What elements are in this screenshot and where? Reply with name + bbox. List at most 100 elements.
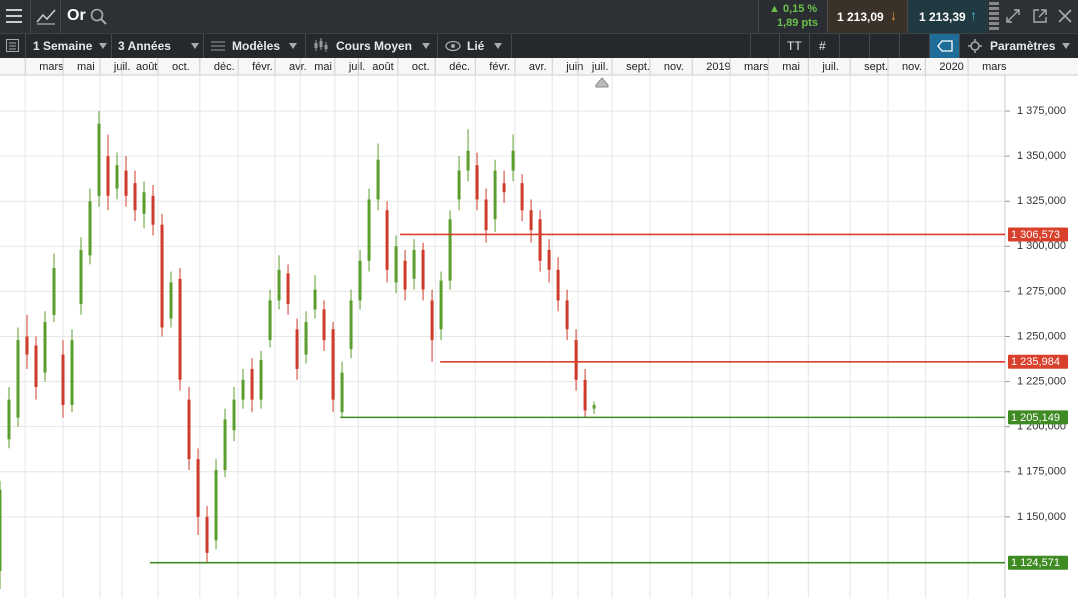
candle-body	[421, 249, 425, 290]
tool-button[interactable]	[750, 34, 780, 58]
range-select[interactable]: 3 Années	[112, 34, 204, 58]
candle-body	[475, 165, 479, 200]
candle-body	[43, 322, 47, 373]
candle-body	[484, 199, 488, 231]
tag-tool[interactable]	[930, 34, 960, 58]
candle-body	[466, 150, 470, 171]
x-tick-label: mars	[744, 61, 769, 73]
candle-body	[430, 300, 434, 341]
candle-body	[106, 156, 110, 196]
search-icon[interactable]	[90, 8, 108, 26]
y-tick-label: 1 225,000	[1017, 375, 1066, 387]
candle-body	[493, 170, 497, 220]
candle-body	[259, 359, 263, 400]
buy-button[interactable]: 1 213,39 ↑	[907, 0, 988, 33]
x-tick-label: nov.	[902, 61, 922, 73]
candle-body	[313, 289, 317, 310]
close-icon[interactable]	[1058, 9, 1072, 23]
candle-body	[16, 340, 20, 418]
candle-body	[250, 368, 254, 400]
sell-price: 1 213,09	[837, 10, 884, 24]
candle-body	[124, 170, 128, 196]
x-tick-label: avr.	[529, 61, 547, 73]
candle-body	[511, 150, 515, 171]
models-select[interactable]: Modèles	[204, 34, 306, 58]
draw-tool[interactable]	[840, 34, 870, 58]
price-type-select[interactable]: Cours Moyen	[306, 34, 438, 58]
x-tick-label: 2020	[939, 61, 963, 73]
candle-body	[133, 183, 137, 211]
candle-body	[268, 300, 272, 341]
popout-icon[interactable]	[1033, 9, 1047, 23]
candle-body	[61, 354, 65, 406]
candle-body	[25, 336, 29, 355]
x-tick-label: oct.	[172, 61, 190, 73]
candle-body	[331, 329, 335, 400]
candle-body	[7, 399, 11, 440]
x-tick-label: 2019	[706, 61, 730, 73]
text-tool[interactable]: TT	[780, 34, 810, 58]
candle-body	[232, 399, 236, 431]
y-tick-label: 1 300,000	[1017, 240, 1066, 252]
candle-body	[70, 340, 74, 406]
candle-body	[358, 260, 362, 301]
point-tool[interactable]	[900, 34, 930, 58]
chart-icon[interactable]	[36, 7, 56, 25]
candle-body	[277, 269, 281, 301]
chart: mars mai juil. août oct. déc. févr. avr. mai juil…	[0, 58, 1078, 598]
x-tick-label: févr.	[252, 61, 273, 73]
candle-body	[538, 219, 542, 261]
models: Modèles	[232, 39, 281, 53]
candle-body	[547, 249, 551, 270]
link-select[interactable]: Lié	[438, 34, 512, 58]
candle-body	[97, 123, 101, 196]
candle-body	[223, 419, 227, 470]
candle-body	[412, 249, 416, 279]
x-tick-label: sept.	[626, 61, 650, 73]
x-tick-label: mai	[77, 61, 95, 73]
candle-body	[241, 379, 245, 400]
level-label: 1 235,984	[1011, 356, 1060, 368]
y-tick-label: 1 275,000	[1017, 285, 1066, 297]
candle-body	[0, 489, 2, 571]
x-tick-label: août	[136, 61, 157, 73]
x-tick-label: déc.	[449, 61, 470, 73]
candle-body	[205, 516, 209, 553]
x-tick-label: mars	[982, 61, 1007, 73]
settings: Paramètres	[990, 39, 1056, 53]
range: 3 Années	[118, 39, 171, 53]
grid-tool[interactable]: #	[810, 34, 840, 58]
chart-toolbar: 1 Semaine 3 Années Modèles Cours Moyen L…	[0, 33, 1078, 58]
x-tick-label: juin	[565, 61, 583, 73]
level-tag	[1008, 354, 1068, 369]
sell-button[interactable]: 1 213,09 ↓	[827, 0, 908, 33]
candle-body	[367, 199, 371, 261]
candle-body	[304, 322, 308, 355]
expand-icon[interactable]	[1006, 9, 1020, 23]
y-tick-label: 1 150,000	[1017, 511, 1066, 523]
layers-tool[interactable]	[870, 34, 900, 58]
candle-body	[151, 195, 155, 225]
menu-icon[interactable]	[6, 9, 22, 23]
x-tick-label: déc.	[214, 61, 235, 73]
candle-body	[160, 224, 164, 328]
candle-body	[583, 379, 587, 411]
candle-body	[115, 165, 119, 189]
x-tick-label: juil.	[591, 61, 609, 73]
y-tick-label: 1 375,000	[1017, 105, 1066, 117]
x-tick-label: sept.	[864, 61, 888, 73]
time-marker[interactable]	[595, 77, 609, 88]
x-tick-label: juil.	[348, 61, 366, 73]
top-toolbar: Or ▲ 0,15 % 1,89 pts 1 213,09 ↓ 1 213,39…	[0, 0, 1078, 33]
candle-body	[565, 300, 569, 330]
level-label: 1 205,149	[1011, 412, 1060, 424]
candle-body	[394, 246, 398, 283]
candle-body	[376, 159, 380, 200]
candle-body	[322, 309, 326, 341]
level-label: 1 306,573	[1011, 229, 1060, 241]
candle-body	[295, 329, 299, 369]
period-select[interactable]: 1 Semaine	[26, 34, 112, 58]
candle-body	[340, 372, 344, 413]
settings-button[interactable]: Paramètres	[960, 34, 1078, 58]
